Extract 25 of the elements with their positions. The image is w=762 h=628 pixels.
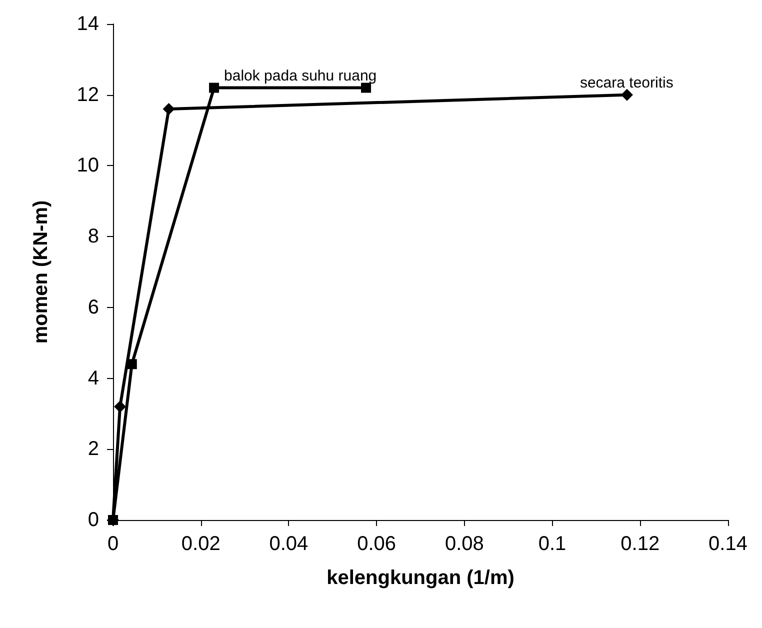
y-axis-title: momen (KN-m) — [30, 200, 52, 344]
x-tick-label: 0.02 — [181, 533, 220, 555]
series-label: balok pada suhu ruang — [224, 67, 377, 84]
x-tick-label: 0 — [107, 533, 119, 555]
y-tick-label: 12 — [76, 84, 99, 106]
point — [126, 359, 137, 370]
y-tick-label: 8 — [88, 226, 99, 248]
point — [162, 103, 175, 116]
x-axis-title: kelengkungan (1/m) — [326, 567, 514, 589]
y-tick-label: 10 — [76, 154, 99, 177]
y-tick-label: 14 — [76, 13, 99, 35]
point — [114, 400, 126, 413]
series-label: secara teoritis — [580, 74, 674, 92]
y-tick-label: 4 — [88, 367, 99, 390]
x-tick-label: 0.08 — [444, 533, 484, 555]
point — [209, 82, 220, 93]
x-tick-label: 0.14 — [708, 533, 748, 555]
x-tick-label: 0.1 — [538, 533, 566, 555]
y-tick-label: 2 — [88, 438, 99, 460]
x-tick-label: 0.04 — [269, 533, 308, 555]
point — [620, 88, 633, 101]
y-tick-label: 0 — [88, 509, 99, 531]
y-tick-label: 6 — [88, 296, 99, 318]
x-tick-label: 0.12 — [620, 533, 660, 555]
x-tick-label: 0.06 — [357, 533, 396, 555]
